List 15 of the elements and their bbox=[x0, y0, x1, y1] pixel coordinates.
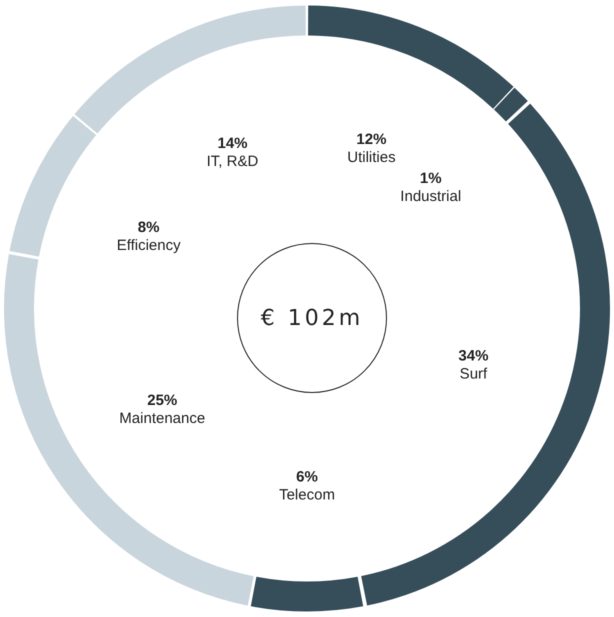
slice-label: IT, R&D bbox=[206, 153, 258, 170]
slice-label: Utilities bbox=[347, 148, 396, 166]
data-label: 12% bbox=[356, 130, 386, 148]
center-circle: € 102m bbox=[237, 243, 387, 393]
slice-label: Industrial bbox=[400, 188, 462, 205]
slice-label: Telecom bbox=[279, 486, 335, 504]
data-label: 34% bbox=[458, 348, 488, 365]
data-label: 6% bbox=[296, 468, 318, 486]
data-label: 25% bbox=[147, 392, 178, 409]
slice-label: Maintenance bbox=[119, 410, 206, 427]
slice-label: Efficiency bbox=[116, 236, 182, 254]
data-label: 14% bbox=[217, 135, 248, 152]
data-label: 1% bbox=[420, 170, 442, 187]
slice-label: Surf bbox=[460, 366, 488, 383]
data-label: 8% bbox=[138, 218, 160, 236]
